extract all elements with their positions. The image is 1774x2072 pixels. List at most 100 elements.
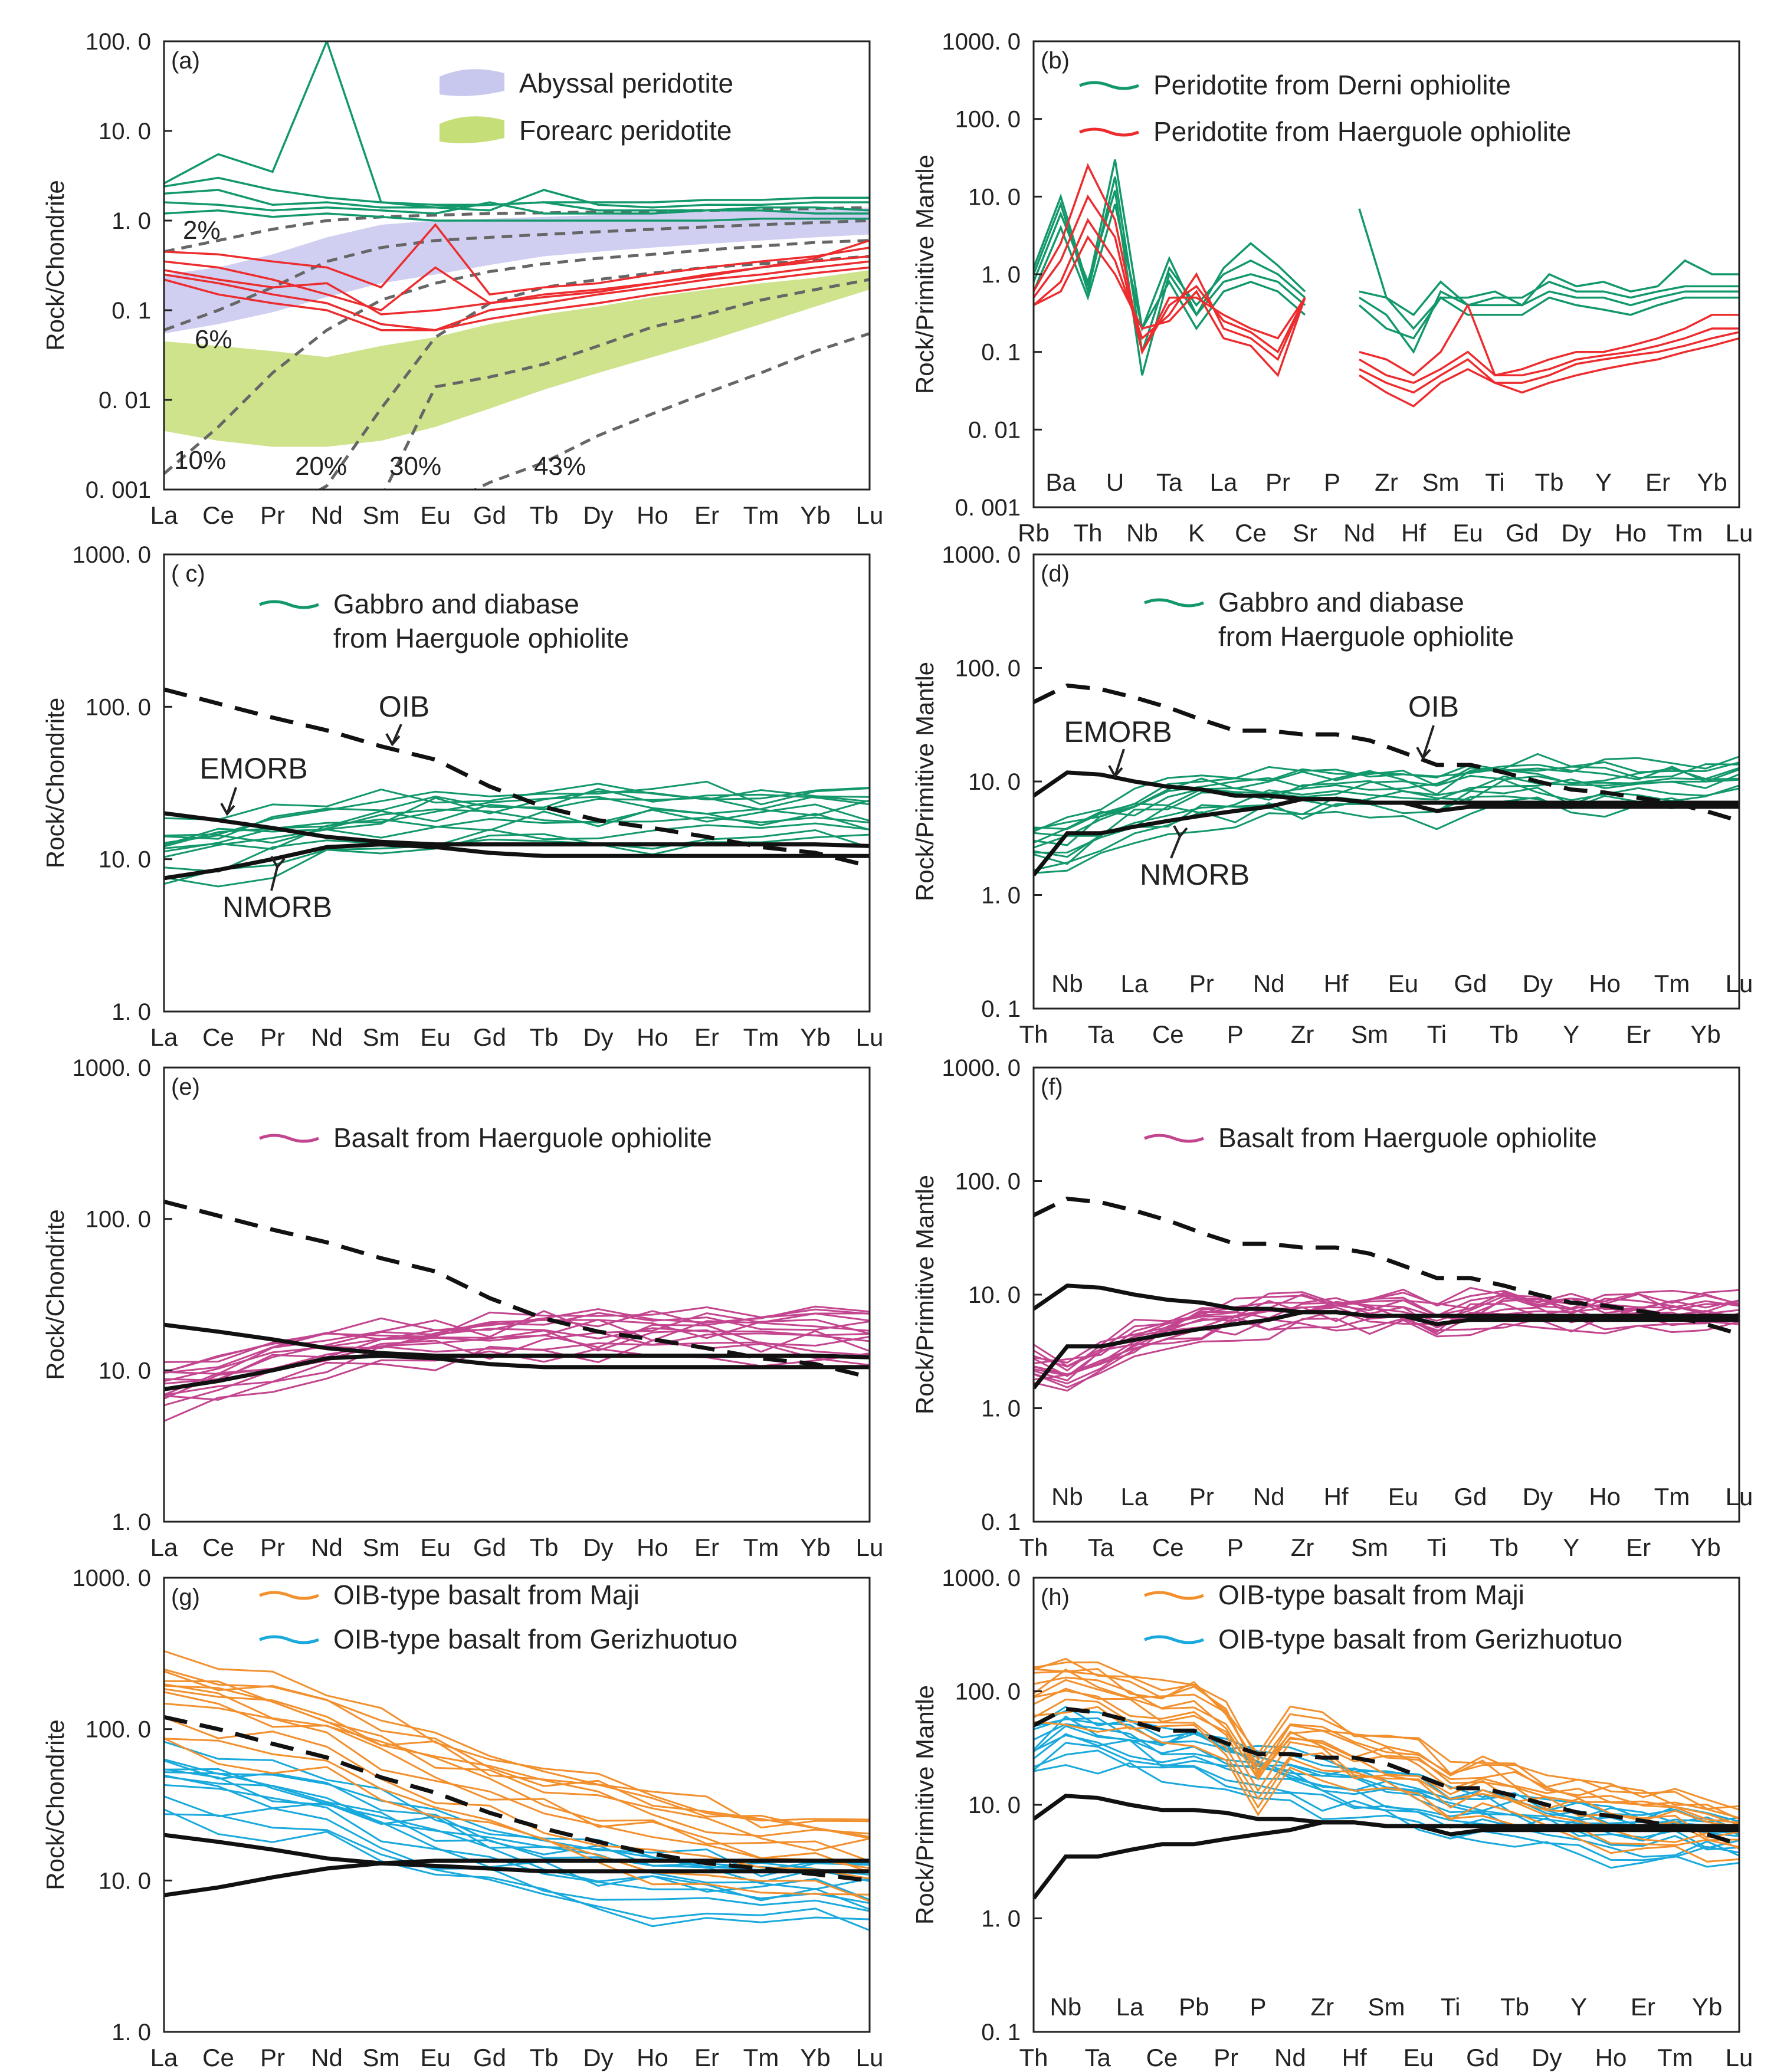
- x-tick-label-dy: Dy: [583, 1023, 613, 1051]
- sample-group-0-line-4: [1034, 1733, 1739, 1849]
- x-tick-label-gd: Gd: [473, 501, 506, 529]
- panel-d: 1000. 0 100. 0 10. 0 1. 0 0. 1 Rock/Primitive…: [911, 542, 1740, 1022]
- y-axis-label: Rock/Chondrite: [41, 180, 69, 350]
- x-tick-label-th: Th: [1019, 1534, 1048, 1561]
- y-tick-label: 0. 001: [86, 477, 151, 503]
- arrow-head: [385, 733, 401, 747]
- x-tick-label-er: Er: [694, 1023, 719, 1051]
- sample-line-10: [1034, 1292, 1739, 1364]
- sample-group-0-line-2: [164, 1795, 870, 1912]
- legend-label: OIB-type basalt from Maji: [1218, 1580, 1524, 1610]
- y-tick-label: 0. 01: [968, 417, 1021, 443]
- series-line-4: [164, 209, 870, 222]
- sample-group-0-line-3: [1034, 1734, 1739, 1851]
- series-line-1: [164, 41, 870, 212]
- sample-group-1-line-8: [164, 1680, 870, 1838]
- legend-label: Gabbro and diabase: [333, 589, 579, 619]
- x-tick-label-pr: Pr: [1189, 970, 1214, 997]
- arrow-head: [1173, 825, 1188, 839]
- sample-group-1-line-11: [164, 1650, 870, 1822]
- legend-swatch: [1144, 1591, 1204, 1600]
- plot-frame: [163, 1577, 871, 2033]
- y-tick-label: 1. 0: [981, 262, 1021, 288]
- x-tick-label-ta: Ta: [1088, 1534, 1114, 1561]
- x-tick-label-k: K: [1188, 519, 1205, 547]
- x-tick-label-ho: Ho: [637, 501, 668, 529]
- sample-group-0-line-7: [164, 1775, 870, 1884]
- panel-label: ( c): [171, 561, 205, 587]
- x-tick-label-nd: Nd: [1253, 1483, 1285, 1511]
- melting-label: 43%: [534, 452, 586, 481]
- x-tick-label-y: Y: [1563, 1534, 1579, 1561]
- panel-label: (b): [1041, 48, 1070, 74]
- x-tick-label-pr: Pr: [1214, 2044, 1238, 2071]
- x-tick-label-yb: Yb: [1697, 468, 1727, 496]
- x-tick-label-lu: Lu: [1726, 2044, 1753, 2071]
- series-line-5: [1034, 194, 1739, 384]
- sample-group-0-line-11: [1034, 1710, 1739, 1823]
- x-tick-label-nb: Nb: [1050, 1993, 1082, 2021]
- legend-swatch: [1079, 127, 1139, 137]
- x-tick-label-ho: Ho: [637, 1534, 668, 1561]
- x-tick-label-nd: Nd: [311, 1023, 343, 1051]
- melting-label: 10%: [174, 446, 226, 475]
- x-tick-label-y: Y: [1563, 1020, 1579, 1048]
- x-tick-label-tm: Tm: [743, 501, 779, 529]
- x-tick-label-yb: Yb: [800, 501, 830, 529]
- y-tick-label: 10. 0: [968, 1792, 1021, 1818]
- y-tick-label: 0. 1: [981, 1509, 1021, 1535]
- sample-line-11: [1034, 753, 1739, 833]
- x-tick-label-ti: Ti: [1427, 1534, 1447, 1561]
- x-tick-label-hf: Hf: [1324, 1483, 1349, 1511]
- sample-line-13: [164, 1305, 870, 1374]
- sample-line-12: [1034, 1288, 1739, 1367]
- sample-line-1: [1034, 794, 1739, 871]
- x-tick-label-y: Y: [1570, 1993, 1587, 2021]
- y-tick-label: 0. 1: [981, 340, 1021, 366]
- x-tick-label-sm: Sm: [363, 2044, 400, 2071]
- sample-line-0: [1034, 1318, 1739, 1388]
- y-tick-label: 0. 1: [981, 996, 1021, 1022]
- sample-line-4: [164, 808, 870, 851]
- sample-group-0-line-0: [1034, 1762, 1739, 1869]
- x-tick-label-sm: Sm: [1351, 1534, 1388, 1561]
- reference-nmorb: [164, 842, 870, 881]
- x-tick-label-zr: Zr: [1310, 1993, 1334, 2021]
- x-tick-label-gd: Gd: [473, 1023, 506, 1051]
- melting-label: 20%: [295, 452, 347, 481]
- sample-group-1-line-9: [164, 1670, 870, 1840]
- x-tick-label-eu: Eu: [1388, 970, 1418, 997]
- x-tick-label-sm: Sm: [363, 1023, 400, 1051]
- x-tick-label-lu: Lu: [856, 2044, 884, 2071]
- x-tick-label-hf: Hf: [1324, 970, 1349, 997]
- x-tick-label-sm: Sm: [363, 1534, 400, 1561]
- sample-group-1-line-6: [164, 1684, 870, 1851]
- x-tick-label-pr: Pr: [260, 1534, 285, 1561]
- x-tick-label-th: Th: [1073, 519, 1102, 547]
- legend-label: Basalt from Haerguole ophiolite: [333, 1122, 712, 1153]
- x-tick-label-yb: Yb: [1690, 1534, 1720, 1561]
- y-tick-label: 100. 0: [86, 1207, 151, 1233]
- legend-swatch: [259, 1134, 319, 1143]
- sample-line-9: [1034, 1295, 1739, 1377]
- x-tick-label-hf: Hf: [1401, 519, 1426, 547]
- melting-label: 2%: [183, 216, 221, 245]
- series-line-5: [164, 223, 870, 296]
- plot-area-c: [164, 687, 870, 888]
- x-tick-label-p: P: [1227, 1534, 1244, 1561]
- reference-oib: [164, 1715, 870, 1883]
- x-tick-label-er: Er: [1626, 1534, 1651, 1561]
- x-tick-label-eu: Eu: [1404, 2044, 1434, 2071]
- panel-label: (e): [171, 1074, 200, 1100]
- legend-label: OIB-type basalt from Maji: [333, 1580, 640, 1610]
- sample-group-0-line-5: [164, 1768, 870, 1901]
- sample-line-9: [164, 787, 870, 840]
- x-tick-label-la: La: [150, 1534, 178, 1561]
- x-tick-label-ho: Ho: [637, 1023, 668, 1051]
- legend-label: Abyssal peridotite: [519, 68, 733, 98]
- x-tick-label-tb: Tb: [1490, 1020, 1519, 1048]
- y-tick-label: 1000. 0: [942, 1055, 1021, 1081]
- x-tick-label-tm: Tm: [1667, 519, 1703, 547]
- series-line-2: [164, 189, 870, 212]
- y-tick-label: 10. 0: [99, 1358, 151, 1384]
